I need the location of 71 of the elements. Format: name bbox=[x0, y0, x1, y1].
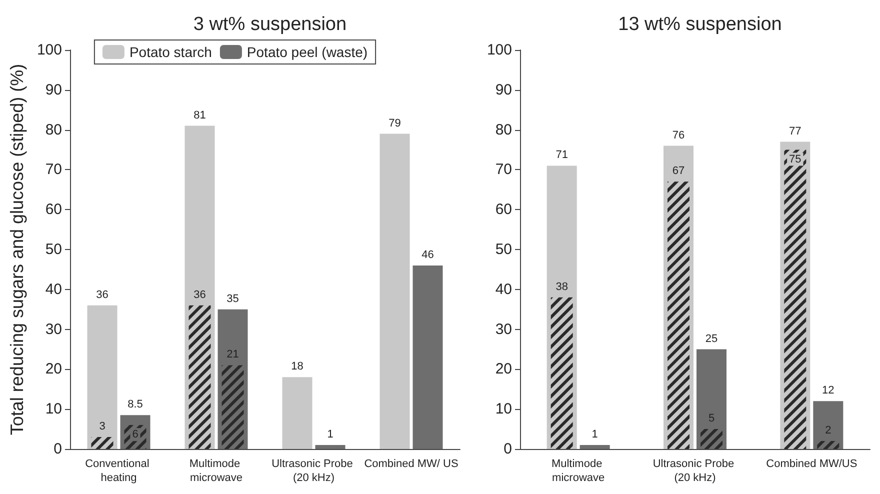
data-label: 38 bbox=[556, 280, 568, 293]
data-label: 12 bbox=[822, 384, 834, 397]
y-tick-label: 30 bbox=[495, 320, 512, 338]
data-label: 2 bbox=[825, 424, 832, 437]
y-axis-title: Total reducing sugars and glucose (stiped) (%) bbox=[7, 64, 28, 436]
x-tick-label: Combined MW/US bbox=[766, 458, 858, 470]
bar bbox=[188, 305, 211, 449]
data-label: 75 bbox=[789, 153, 802, 166]
x-tick-label: Ultrasonic Probe (20 kHz) bbox=[272, 458, 356, 484]
bar bbox=[412, 265, 443, 449]
chart-title: 13 wt% suspension bbox=[618, 14, 782, 35]
y-tick-label: 10 bbox=[495, 400, 512, 418]
bar bbox=[282, 377, 312, 449]
y-tick-label: 50 bbox=[495, 241, 512, 258]
legend-label: Potato starch bbox=[129, 44, 212, 60]
y-tick-label: 0 bbox=[504, 440, 512, 458]
bar bbox=[668, 182, 690, 449]
y-tick-label: 80 bbox=[45, 121, 62, 138]
data-label: 35 bbox=[226, 292, 239, 305]
y-tick-label: 10 bbox=[45, 400, 62, 418]
y-tick-label: 70 bbox=[45, 161, 62, 178]
x-tick-label: Ultrasonic Probe (20 kHz) bbox=[652, 458, 738, 484]
x-tick-label: Multimode microwave bbox=[189, 458, 244, 484]
data-label: 76 bbox=[672, 129, 685, 142]
y-tick-label: 70 bbox=[495, 161, 512, 178]
y-tick-label: 20 bbox=[45, 360, 62, 378]
data-label: 79 bbox=[388, 117, 401, 130]
y-tick-label: 40 bbox=[45, 280, 62, 298]
y-tick-label: 30 bbox=[45, 320, 62, 338]
data-label: 5 bbox=[708, 412, 715, 425]
data-label: 81 bbox=[194, 109, 206, 122]
y-tick-label: 60 bbox=[495, 201, 512, 218]
data-label: 36 bbox=[194, 288, 206, 301]
data-label: 1 bbox=[592, 428, 598, 441]
y-tick-label: 0 bbox=[54, 440, 62, 458]
y-tick-label: 100 bbox=[486, 42, 512, 58]
data-label: 21 bbox=[226, 348, 239, 361]
y-tick-label: 90 bbox=[495, 81, 512, 98]
y-tick-label: 40 bbox=[495, 280, 512, 298]
data-label: 18 bbox=[291, 360, 304, 373]
y-tick-label: 100 bbox=[36, 42, 62, 58]
chart-title: 3 wt% suspension bbox=[193, 14, 347, 35]
y-tick-label: 80 bbox=[495, 121, 512, 138]
data-label: 71 bbox=[556, 149, 568, 162]
bar bbox=[550, 297, 573, 449]
data-label: 46 bbox=[422, 248, 434, 261]
bar bbox=[87, 305, 118, 449]
bar bbox=[91, 437, 114, 449]
y-tick-label: 50 bbox=[45, 241, 62, 258]
legend-label: Potato peel (waste) bbox=[246, 44, 368, 60]
bar bbox=[784, 150, 806, 449]
data-label: 3 bbox=[99, 420, 106, 433]
data-label: 67 bbox=[672, 165, 685, 178]
y-tick-label: 90 bbox=[45, 81, 62, 98]
x-tick-label: Multimode microwave bbox=[551, 458, 606, 484]
bar bbox=[315, 445, 346, 449]
data-label: 1 bbox=[327, 428, 334, 441]
bar bbox=[817, 441, 840, 449]
x-tick-label: Combined MW/ US bbox=[364, 458, 458, 470]
bar bbox=[700, 429, 722, 449]
data-label: 77 bbox=[789, 125, 802, 138]
y-tick-label: 20 bbox=[495, 360, 512, 378]
bar bbox=[580, 445, 610, 449]
data-label: 36 bbox=[96, 288, 108, 301]
y-tick-label: 60 bbox=[45, 201, 62, 218]
data-label: 6 bbox=[132, 428, 138, 441]
data-label: 8.5 bbox=[128, 398, 143, 411]
bar bbox=[380, 134, 410, 449]
bar bbox=[222, 365, 244, 449]
data-label: 25 bbox=[705, 332, 718, 345]
x-tick-label: Conventional heating bbox=[85, 458, 152, 484]
